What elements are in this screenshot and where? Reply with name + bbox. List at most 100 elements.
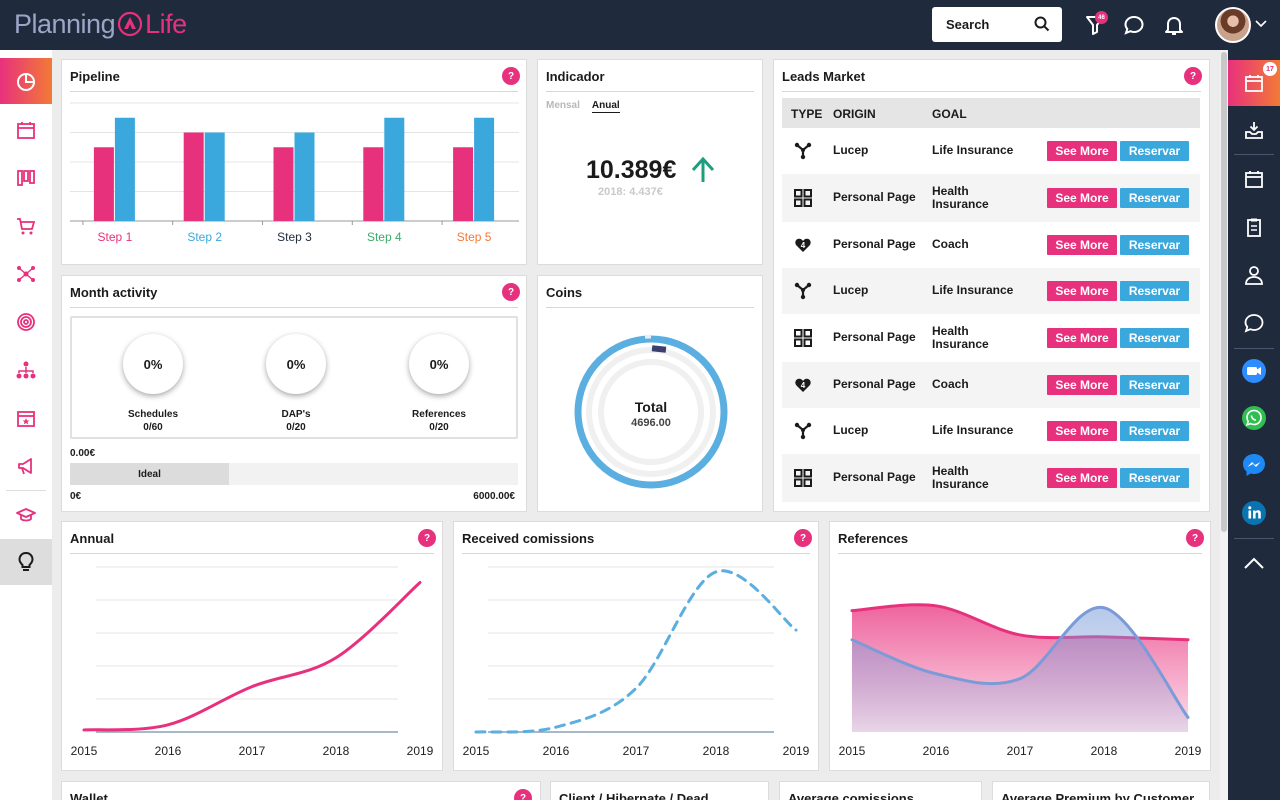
rnav-whatsapp[interactable] — [1228, 396, 1280, 440]
lead-row: 4 Personal Page Coach See More Reservar — [782, 222, 1200, 268]
pipeline-bar — [294, 132, 315, 221]
tab-annual[interactable]: Anual — [591, 100, 620, 113]
lead-goal: Health Insurance — [932, 324, 989, 351]
coins-slice — [651, 345, 667, 353]
target-icon — [17, 313, 35, 331]
lead-origin: Lucep — [833, 283, 869, 297]
reserve-button[interactable]: Reservar — [1120, 281, 1189, 301]
lead-goal: Health Insurance — [932, 464, 989, 491]
nav-team[interactable] — [0, 347, 52, 393]
search-input[interactable]: Search — [932, 7, 1062, 42]
nav-ideas[interactable] — [0, 539, 52, 585]
rnav-messenger[interactable] — [1228, 443, 1280, 487]
nav-network[interactable] — [0, 251, 52, 297]
reserve-button[interactable]: Reservar — [1120, 235, 1189, 255]
help-icon[interactable]: ? — [514, 789, 532, 800]
help-icon[interactable]: ? — [418, 529, 436, 547]
nav-goals[interactable] — [0, 299, 52, 345]
clipboard-icon — [1247, 218, 1261, 237]
see-more-button[interactable]: See More — [1047, 421, 1117, 441]
tab-monthly[interactable]: Mensal — [546, 100, 580, 111]
pipeline-chart: Step 1 Step 2 Step 3 Step 4 Step 5 — [70, 102, 519, 244]
help-icon[interactable]: ? — [502, 67, 520, 85]
rnav-linkedin[interactable] — [1228, 491, 1280, 535]
network-icon — [794, 422, 812, 440]
commissions-chart: 2015 2016 2017 2018 2019 — [463, 566, 810, 758]
see-more-button[interactable]: See More — [1047, 328, 1117, 348]
reserve-button[interactable]: Reservar — [1120, 421, 1189, 441]
lead-row: Lucep Life Insurance See More Reservar — [782, 128, 1200, 174]
lead-goal: Coach — [932, 237, 969, 251]
average-commissions-card: Average comissions — [779, 781, 982, 800]
card-divider — [782, 91, 1201, 92]
rnav-contacts[interactable] — [1228, 253, 1280, 297]
see-more-button[interactable]: See More — [1047, 188, 1117, 208]
card-title: Wallet — [70, 791, 108, 800]
brand-logo[interactable]: Planning Life — [14, 9, 187, 39]
lead-row: 4 Personal Page Coach See More Reservar — [782, 362, 1200, 408]
nav-academy[interactable] — [0, 492, 52, 538]
lightbulb-icon — [18, 551, 34, 571]
right-sidebar: 17 — [1228, 50, 1280, 800]
rnav-zoom[interactable] — [1228, 349, 1280, 393]
bell-icon[interactable] — [1163, 14, 1185, 36]
help-icon[interactable]: ? — [502, 283, 520, 301]
x-tick-label: Step 2 — [187, 230, 222, 244]
brand-right: Life — [145, 8, 187, 39]
calendar-icon — [1245, 75, 1263, 92]
reserve-button[interactable]: Reservar — [1120, 328, 1189, 348]
pipeline-bar — [384, 117, 405, 221]
nav-kanban[interactable] — [0, 155, 52, 201]
nav-shop[interactable] — [0, 203, 52, 249]
rnav-calendar[interactable]: 17 — [1228, 60, 1280, 106]
x-tick-label: 2016 — [543, 744, 570, 758]
event-star-icon — [17, 411, 35, 427]
chevron-down-icon[interactable] — [1255, 20, 1267, 28]
x-tick-label: 2017 — [239, 744, 266, 758]
x-tick-label: 2015 — [71, 744, 98, 758]
scrollbar-thumb[interactable] — [1221, 52, 1227, 532]
card-divider — [462, 553, 810, 554]
pipeline-card: Pipeline ? Step 1 Step 2 Step 3 Step 4 Step … — [61, 59, 527, 265]
see-more-button[interactable]: See More — [1047, 375, 1117, 395]
reserve-button[interactable]: Reservar — [1120, 468, 1189, 488]
reserve-button[interactable]: Reservar — [1120, 188, 1189, 208]
rnav-agenda[interactable] — [1228, 157, 1280, 201]
search-label: Search — [946, 17, 990, 32]
ideal-marker: Ideal — [70, 463, 229, 485]
nav-calendar[interactable] — [0, 107, 52, 153]
annual-chart: 2015 2016 2017 2018 2019 — [71, 566, 434, 758]
schedules-percent: 0% — [123, 334, 183, 394]
rnav-chat[interactable] — [1228, 301, 1280, 345]
see-more-button[interactable]: See More — [1047, 235, 1117, 255]
nav-marketing[interactable] — [0, 443, 52, 489]
help-icon[interactable]: ? — [794, 529, 812, 547]
reserve-button[interactable]: Reservar — [1120, 141, 1189, 161]
pipeline-bar — [363, 147, 384, 221]
indicator-card: Indicador Mensal Anual 10.389€ 2018: 4.4… — [537, 59, 763, 265]
nav-dashboard[interactable] — [0, 58, 52, 104]
avatar[interactable] — [1215, 7, 1251, 43]
see-more-button[interactable]: See More — [1047, 281, 1117, 301]
rnav-download[interactable] — [1228, 108, 1280, 152]
rsidebar-divider — [1234, 538, 1274, 539]
annual-card: Annual ? 2015 2016 2017 2018 2019 — [61, 521, 443, 771]
x-tick-label: 2018 — [703, 744, 730, 758]
nav-events[interactable] — [0, 395, 52, 441]
rnav-collapse[interactable] — [1228, 541, 1280, 585]
leads-market-card: Leads Market ? TYPE ORIGIN GOAL Lucep Lif… — [773, 59, 1210, 512]
col-goal: GOAL — [932, 107, 967, 121]
rnav-tasks[interactable] — [1228, 205, 1280, 249]
filter-badge: 46 — [1095, 11, 1108, 24]
pipeline-bar — [114, 117, 135, 221]
see-more-button[interactable]: See More — [1047, 468, 1117, 488]
help-icon[interactable]: ? — [1184, 67, 1202, 85]
daps-label: DAP's 0/20 — [281, 409, 311, 433]
see-more-button[interactable]: See More — [1047, 141, 1117, 161]
chat-icon[interactable] — [1123, 14, 1145, 36]
coins-inner-ring — [586, 347, 716, 477]
help-icon[interactable]: ? — [1186, 529, 1204, 547]
reserve-button[interactable]: Reservar — [1120, 375, 1189, 395]
references-card: References ? 2015 2016 2017 2018 2019 — [829, 521, 1211, 771]
hierarchy-icon — [16, 361, 36, 379]
